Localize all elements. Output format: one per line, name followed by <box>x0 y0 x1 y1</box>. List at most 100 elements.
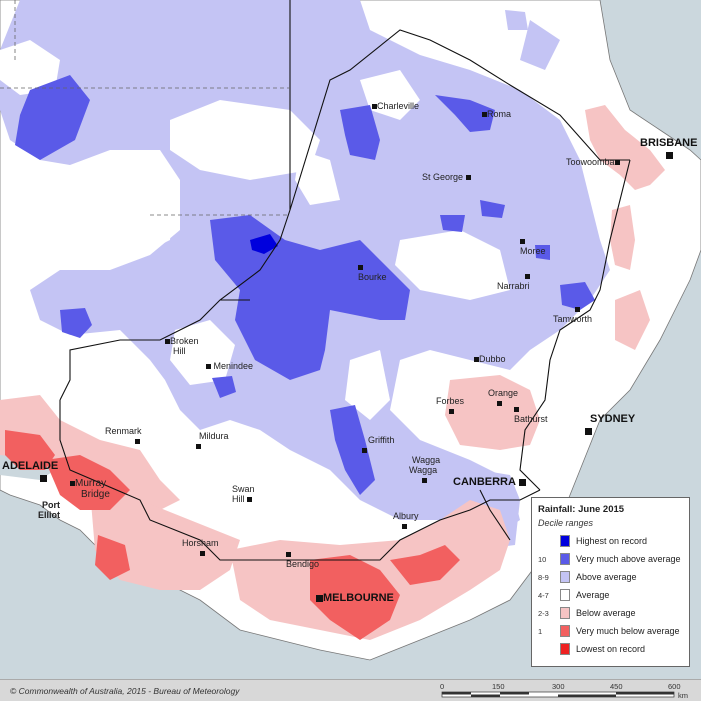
above-average-patch-ne <box>520 20 560 70</box>
above-average-patch-n <box>505 10 528 30</box>
scale-tick-label: 150 <box>492 682 505 691</box>
town-orange: Orange <box>488 388 518 408</box>
legend-title: Rainfall: June 2015 <box>538 504 625 515</box>
town-renmark: Renmark <box>105 426 142 446</box>
town-bathurst: Bathurst <box>514 404 548 424</box>
town-broken-hill: Broken Hill <box>165 336 199 356</box>
town-forbes: Forbes <box>436 396 464 416</box>
very-below-south-coast <box>95 535 130 580</box>
legend-label: Very much above average <box>576 554 681 564</box>
copyright-text: © Commonwealth of Australia, 2015 - Bure… <box>10 686 240 696</box>
town-bourke: Bourke <box>358 262 387 282</box>
town-moree: Moree <box>520 236 546 256</box>
legend-swatch <box>560 553 570 565</box>
town-dubbo: Dubbo <box>474 354 506 364</box>
legend-item: 4-7 Average <box>538 586 683 604</box>
town-wagga-wagga: Wagga Wagga <box>409 455 440 485</box>
below-average-orange <box>445 375 540 450</box>
legend-label: Average <box>576 590 610 600</box>
highest-on-record <box>250 234 278 254</box>
town-mildura: Mildura <box>196 431 229 451</box>
capital-sydney: SYDNEY <box>585 413 635 437</box>
below-average-ne-nsw <box>610 205 635 270</box>
very-above-bourke <box>210 215 410 380</box>
town-st-george: St George <box>422 172 471 182</box>
very-above-moree <box>535 245 550 260</box>
state-borders <box>59 0 631 561</box>
average-hole-2 <box>395 230 510 300</box>
very-below-adelaide <box>5 430 55 470</box>
very-above-tamworth <box>560 282 595 310</box>
scale-unit: km <box>678 691 688 700</box>
legend-item: 1 Very much below average <box>538 622 683 640</box>
below-average-mid-coast <box>615 290 650 350</box>
legend-decile: 8-9 <box>538 572 549 582</box>
very-above-griffith <box>330 405 375 495</box>
town-tamworth: Tamworth <box>553 304 592 324</box>
scale-tick-label: 0 <box>440 682 445 691</box>
legend-swatch <box>560 589 570 601</box>
town-menindee: Menindee <box>206 361 253 371</box>
average-hole-6 <box>40 165 175 265</box>
legend-decile: 4-7 <box>538 590 549 600</box>
map-legend: Rainfall: June 2015 Decile ranges Highes… <box>531 497 690 667</box>
legend-item: Highest on record <box>538 532 683 550</box>
legend-swatch <box>560 571 570 583</box>
very-above-menindee <box>212 376 236 398</box>
average-hole-7 <box>170 320 235 385</box>
legend-label: Highest on record <box>576 536 648 546</box>
legend-label: Above average <box>576 572 637 582</box>
legend-item: Lowest on record <box>538 640 683 658</box>
town-bendigo: Bendigo <box>286 549 319 569</box>
average-hole-1 <box>170 100 320 180</box>
map-footer: © Commonwealth of Australia, 2015 - Bure… <box>0 679 701 701</box>
legend-swatch <box>560 535 570 547</box>
scale-tick-label: 300 <box>552 682 565 691</box>
average-hole-3 <box>295 150 340 205</box>
legend-swatch <box>560 625 570 637</box>
town-narrabri: Narrabri <box>497 271 530 291</box>
legend-item: 8-9 Above average <box>538 568 683 586</box>
town-roma: Roma <box>482 109 511 119</box>
very-above-patch-1 <box>440 215 465 232</box>
legend-label: Below average <box>576 608 636 618</box>
very-below-gippsland <box>390 545 460 585</box>
scale-bar-graphic <box>441 691 675 698</box>
scale-tick-label: 600 <box>668 682 681 691</box>
very-above-st-george <box>480 200 505 218</box>
legend-decile: 10 <box>538 554 547 564</box>
legend-swatch <box>560 643 570 655</box>
scale-bar: 0 150 300 450 600 km <box>440 680 690 701</box>
legend-item: 2-3 Below average <box>538 604 683 622</box>
very-above-sw-qld <box>15 75 90 160</box>
town-albury: Albury <box>393 511 419 531</box>
legend-item: 10 Very much above average <box>538 550 683 568</box>
average-hole-4 <box>345 350 390 420</box>
capital-brisbane: BRISBANE <box>640 137 697 161</box>
capital-melbourne: MELBOURNE <box>316 592 394 604</box>
very-above-charleville <box>340 105 380 160</box>
very-below-murray-bridge <box>45 455 130 510</box>
average-hole-8 <box>0 40 60 95</box>
scale-tick-label: 450 <box>610 682 623 691</box>
town-griffith: Griffith <box>362 435 394 455</box>
town-murray-bridge: Murray Bridge <box>70 478 110 500</box>
very-above-roma <box>435 95 495 132</box>
very-above-west <box>60 308 92 338</box>
legend-decile: 2-3 <box>538 608 549 618</box>
legend-subtitle: Decile ranges <box>538 518 594 528</box>
below-average-sa <box>0 395 180 510</box>
capital-adelaide: ADELAIDE <box>2 460 58 484</box>
below-average-toowoomba <box>585 105 665 190</box>
capital-canberra: CANBERRA <box>453 476 526 488</box>
town-swan-hill: Swan Hill <box>232 484 255 504</box>
town-port-elliot: Port Elliot <box>38 500 60 520</box>
legend-decile: 1 <box>538 626 543 636</box>
town-charleville: Charleville <box>372 101 419 111</box>
legend-label: Very much below average <box>576 626 680 636</box>
town-toowoomba: Toowoomba <box>566 157 620 167</box>
town-horsham: Horsham <box>182 538 219 558</box>
very-below-melbourne <box>310 555 400 640</box>
